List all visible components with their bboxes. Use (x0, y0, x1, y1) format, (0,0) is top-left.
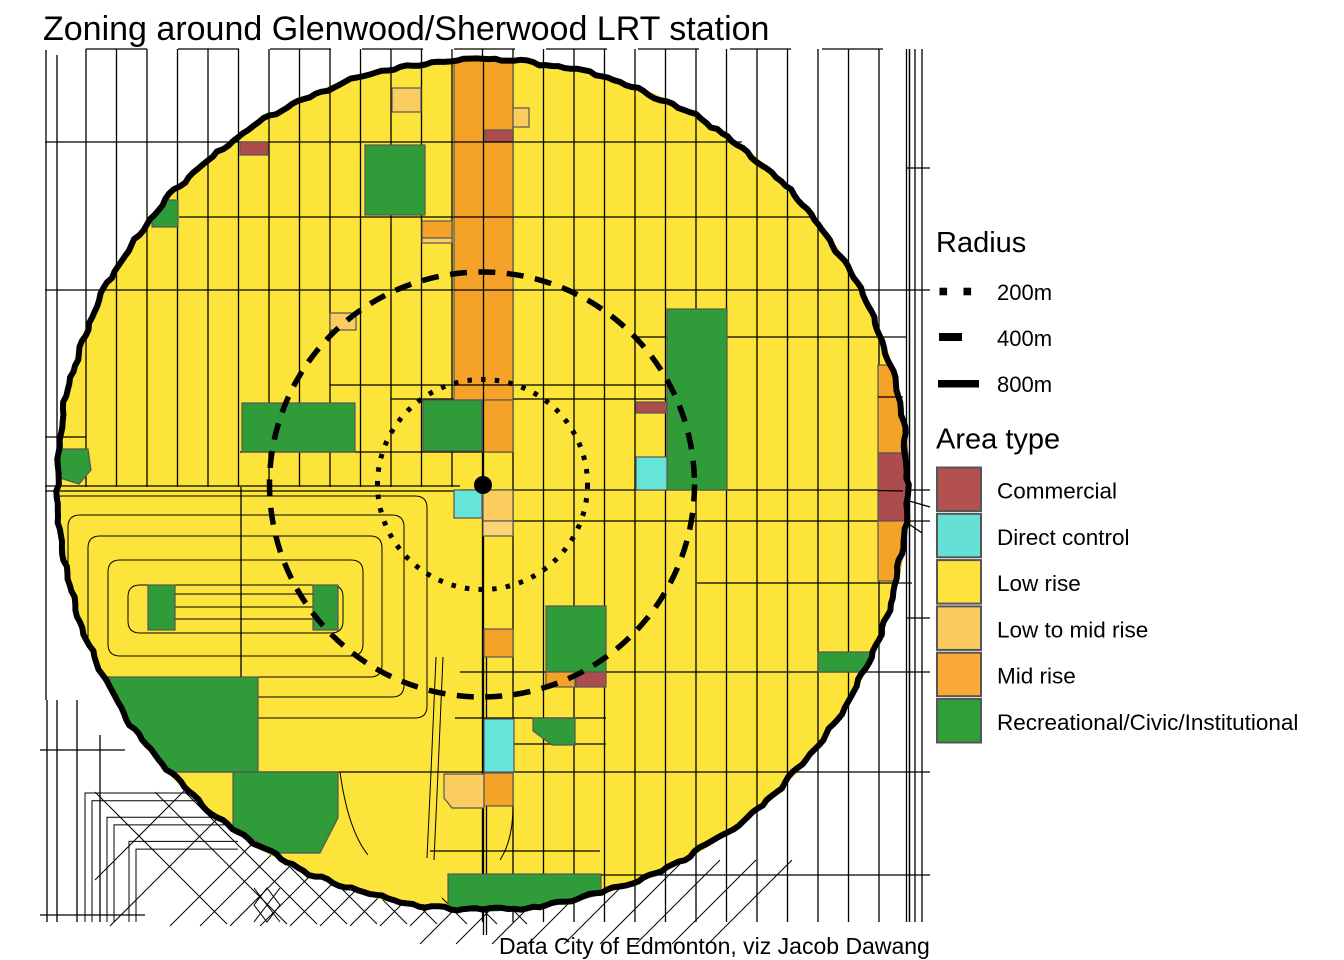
svg-text:800m: 800m (997, 372, 1052, 397)
svg-text:Low rise: Low rise (997, 571, 1081, 596)
svg-text:Data City of Edmonton, viz Jac: Data City of Edmonton, viz Jacob Dawang (499, 933, 930, 959)
svg-text:200m: 200m (997, 280, 1052, 305)
svg-text:Radius: Radius (936, 227, 1026, 259)
svg-text:Commercial: Commercial (997, 479, 1117, 504)
svg-text:Zoning around Glenwood/Sherwoo: Zoning around Glenwood/Sherwood LRT stat… (43, 10, 769, 48)
svg-text:Mid rise: Mid rise (997, 664, 1076, 689)
svg-text:Area type: Area type (936, 424, 1060, 456)
svg-text:400m: 400m (997, 326, 1052, 351)
svg-text:Direct control: Direct control (997, 525, 1130, 550)
svg-text:Recreational/Civic/Institution: Recreational/Civic/Institutional (997, 710, 1298, 735)
svg-text:Low to mid rise: Low to mid rise (997, 617, 1148, 642)
